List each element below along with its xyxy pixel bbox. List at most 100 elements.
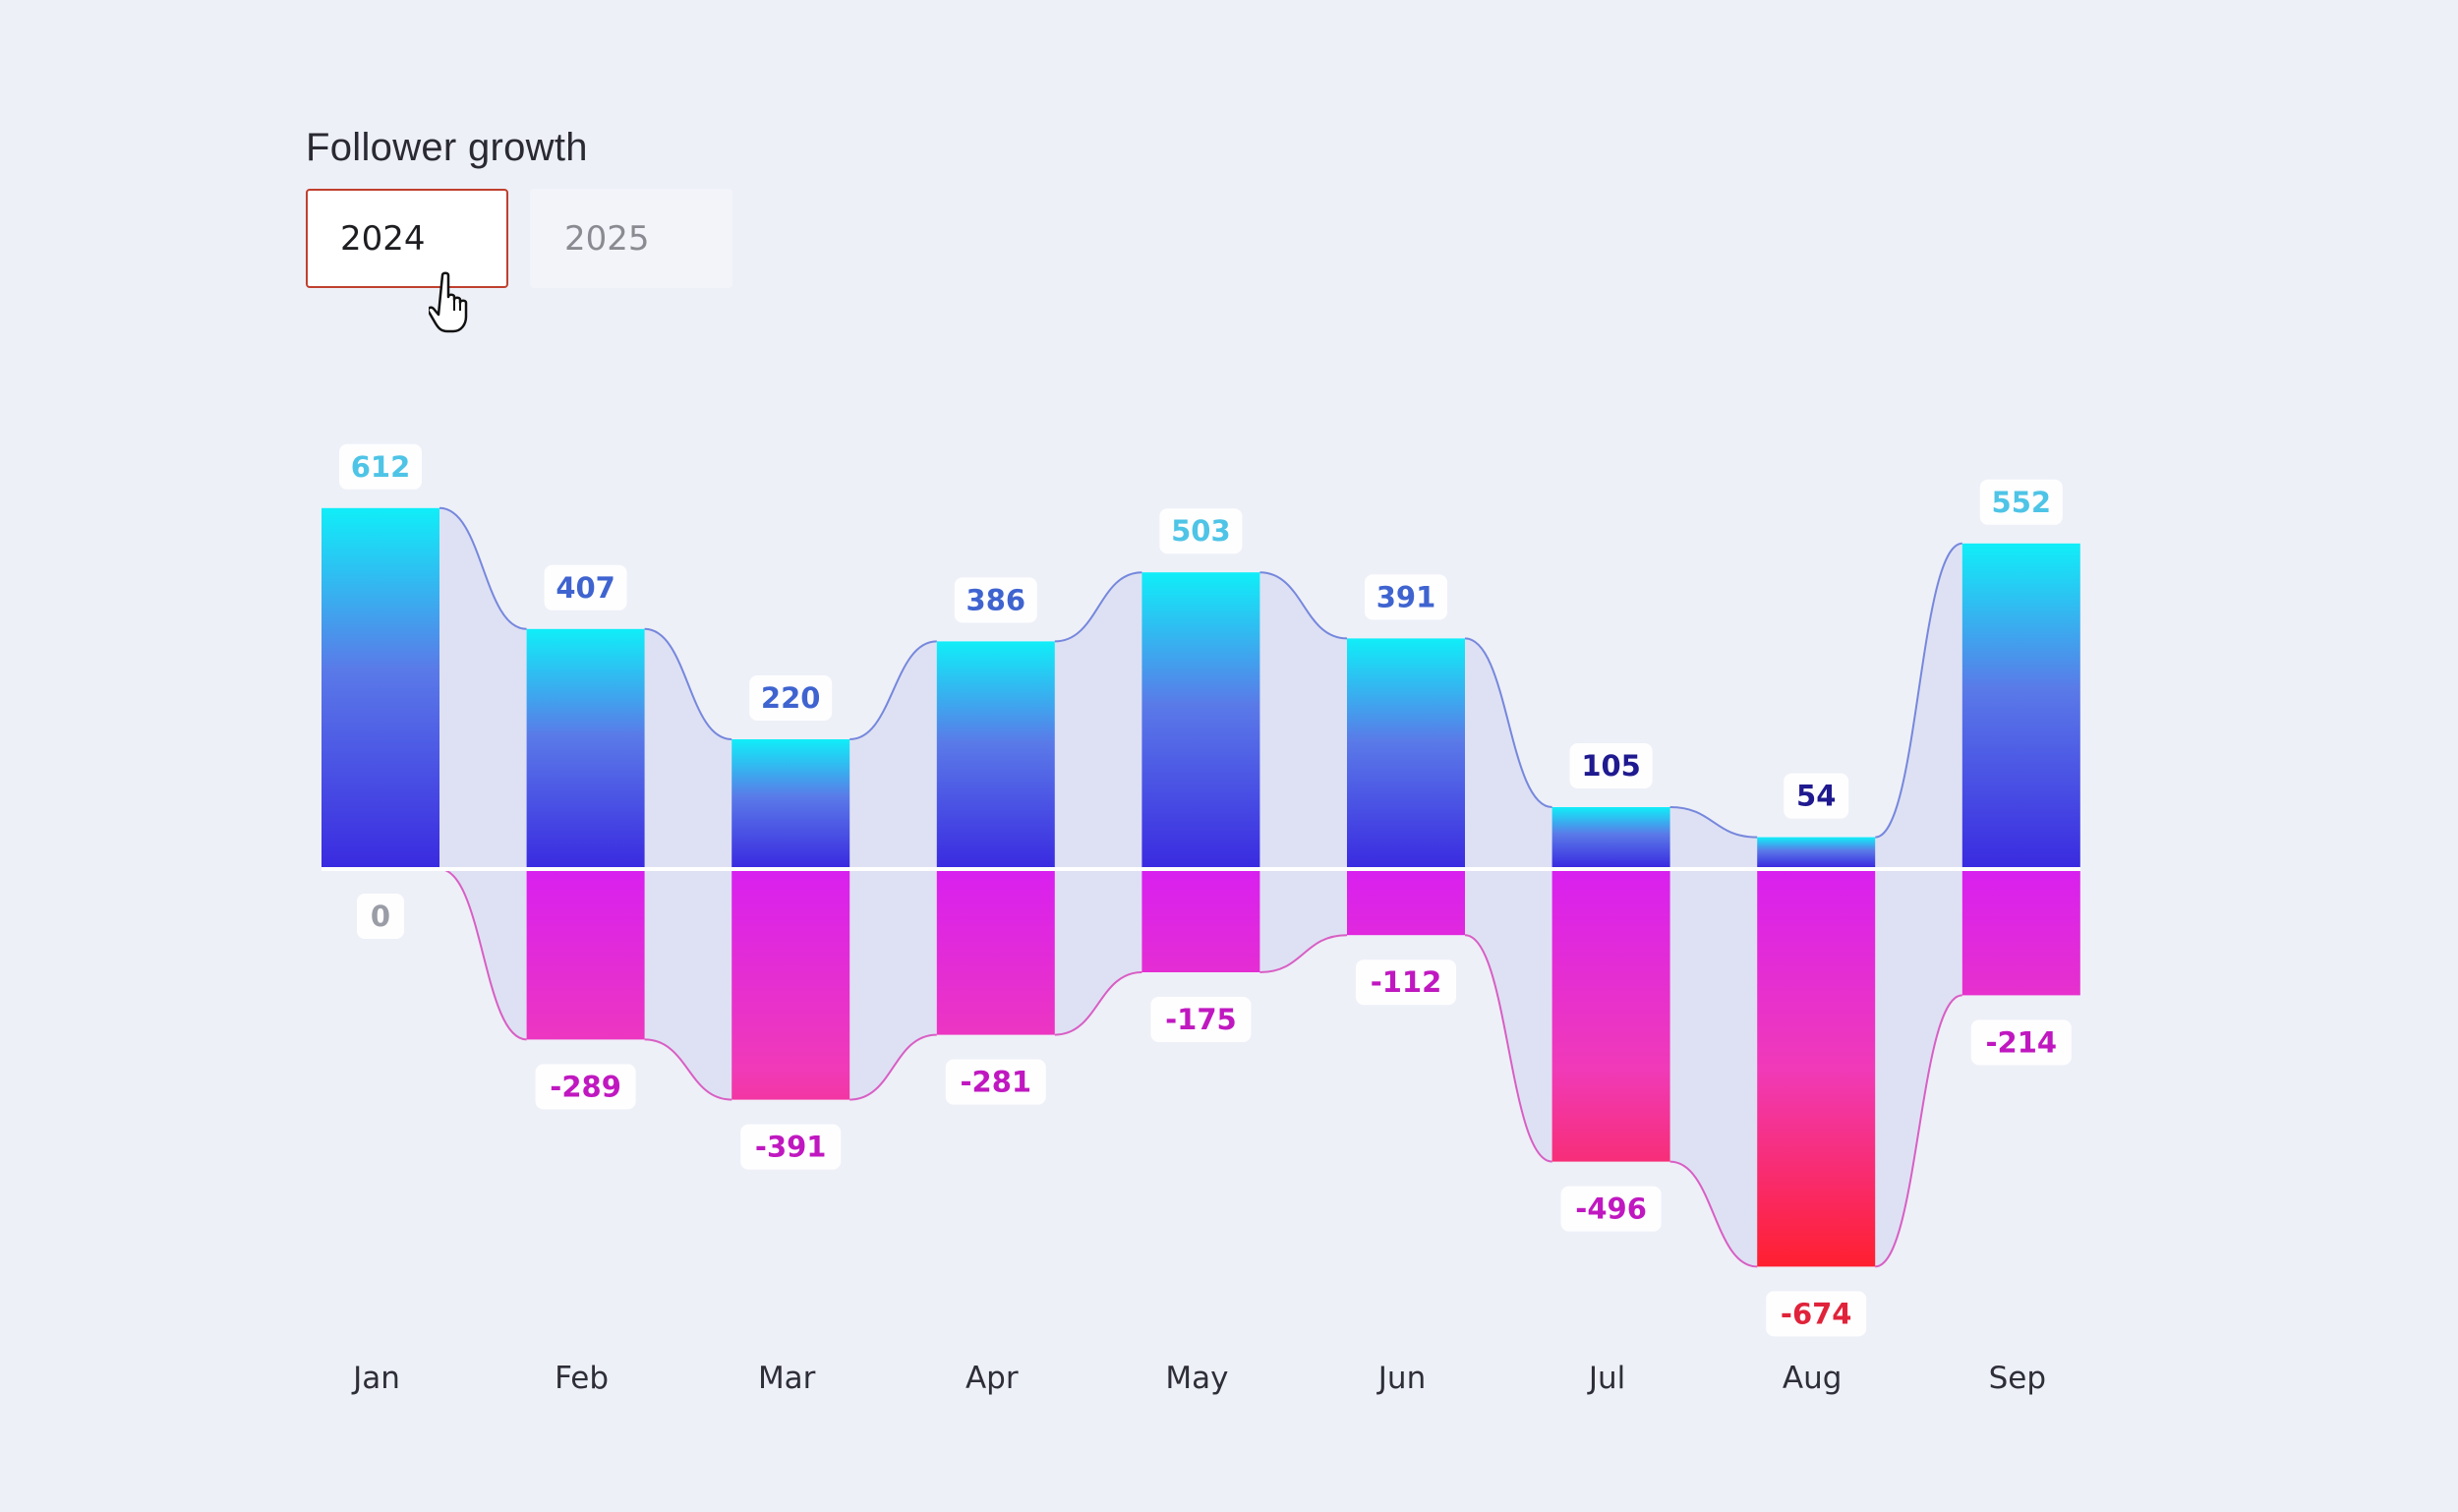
label-pill: [945, 1059, 1046, 1105]
label-pill: [1784, 773, 1849, 819]
value-text: -112: [1371, 965, 1442, 999]
value-text: -289: [550, 1070, 621, 1103]
label-gained-jul: 105: [1569, 743, 1653, 788]
bottom-curve: [644, 1038, 732, 1101]
flow-band: [1875, 543, 1962, 1267]
top-curve: [1464, 637, 1552, 808]
top-curve: [439, 506, 527, 630]
label-gained-aug: 54: [1784, 773, 1849, 819]
tab-2024[interactable]: 2024: [306, 189, 508, 288]
label-gained-feb: 407: [544, 564, 627, 611]
bottom-curve: [1669, 1160, 1758, 1268]
label-gained-sep: 552: [1979, 479, 2063, 525]
value-text: 54: [1796, 780, 1836, 813]
bar-gained-aug: [1757, 837, 1876, 867]
value-text: -175: [1165, 1003, 1237, 1036]
bottom-curve: [439, 868, 527, 1041]
bottom-curve: [1464, 934, 1552, 1163]
value-text: -281: [961, 1066, 1032, 1099]
label-lost-mar: -391: [740, 1124, 842, 1170]
value-text: 391: [1376, 580, 1436, 613]
label-gained-may: 503: [1159, 508, 1243, 554]
value-text: -214: [1986, 1025, 2058, 1059]
label-pill: [1766, 1291, 1867, 1337]
value-text: 105: [1581, 749, 1641, 783]
bar-gained-jan: [322, 507, 439, 867]
bar-lost-feb: [526, 871, 645, 1040]
label-pill: [954, 577, 1037, 623]
month-label-aug: Aug: [1783, 1361, 1843, 1396]
label-lost-jul: -496: [1560, 1186, 1662, 1232]
tab-2025[interactable]: 2025: [530, 189, 732, 288]
month-label-jul: Jul: [1587, 1361, 1625, 1396]
flow-band: [439, 507, 527, 1040]
label-lost-sep: -214: [1970, 1019, 2072, 1066]
bar-gained-mar: [732, 739, 850, 867]
bottom-curve: [1875, 994, 1962, 1268]
bar-lost-may: [1141, 871, 1260, 972]
label-pill: [1159, 508, 1243, 554]
bar-lost-apr: [936, 871, 1055, 1035]
bar-gained-may: [1141, 572, 1260, 867]
label-pill: [535, 1064, 636, 1110]
label-pill: [1150, 997, 1252, 1042]
label-pill: [749, 675, 833, 721]
hand-pointer-icon: [429, 271, 468, 333]
month-label-sep: Sep: [1989, 1361, 2046, 1396]
chart-title: Follower growth: [306, 126, 588, 169]
top-curve: [1669, 806, 1758, 839]
month-label-mar: Mar: [758, 1361, 816, 1396]
top-curve: [1875, 542, 1962, 839]
flow-band: [644, 628, 732, 1100]
bar-gained-jun: [1347, 638, 1465, 867]
year-tabs: 2024 2025: [306, 189, 732, 288]
value-text: 0: [371, 900, 390, 933]
bottom-curve: [849, 1033, 937, 1101]
value-labels: 612 0 407 -289 220 -391 386 -281 503 -175 391 -112 1…: [339, 443, 2072, 1337]
label-pill: [1365, 574, 1447, 620]
top-curve: [644, 627, 732, 740]
value-text: 552: [1992, 486, 2052, 519]
bar-group: [322, 507, 2080, 1267]
flow-bands: [439, 506, 1962, 1268]
top-curve: [849, 640, 937, 740]
flow-band: [1054, 572, 1142, 1035]
label-pill: [1560, 1186, 1662, 1232]
bar-lost-aug: [1757, 871, 1876, 1267]
label-gained-jun: 391: [1365, 574, 1447, 620]
label-pill: [740, 1124, 842, 1170]
month-label-jan: Jan: [351, 1361, 400, 1396]
value-text: -496: [1575, 1192, 1647, 1226]
bar-gained-feb: [526, 628, 645, 867]
flow-band: [1465, 638, 1552, 1162]
flow-band: [1259, 572, 1347, 972]
label-gained-jan: 612: [339, 443, 422, 490]
bottom-curve: [1259, 934, 1348, 973]
bar-lost-jun: [1347, 871, 1465, 936]
bar-lost-mar: [732, 871, 850, 1100]
label-pill: [1970, 1019, 2072, 1066]
value-text: 407: [556, 571, 615, 605]
label-pill: [544, 564, 627, 611]
bottom-curve: [1054, 971, 1142, 1036]
label-lost-apr: -281: [945, 1059, 1046, 1105]
bar-gained-jul: [1551, 807, 1670, 867]
label-gained-mar: 220: [749, 675, 833, 721]
value-text: 612: [351, 450, 411, 484]
top-curve: [1259, 571, 1348, 640]
label-pill: [1979, 479, 2063, 525]
label-pill: [1356, 960, 1456, 1006]
month-label-apr: Apr: [966, 1361, 1019, 1396]
flow-band: [1669, 807, 1758, 1267]
bar-gained-sep: [1961, 543, 2080, 867]
label-lost-feb: -289: [535, 1064, 636, 1110]
label-lost-may: -175: [1150, 997, 1252, 1042]
label-lost-jan: 0: [357, 894, 404, 939]
label-lost-aug: -674: [1766, 1291, 1867, 1337]
label-pill: [339, 443, 422, 490]
value-text: -391: [755, 1131, 827, 1164]
value-text: 386: [966, 583, 1026, 616]
value-text: 503: [1171, 514, 1231, 548]
month-label-feb: Feb: [555, 1361, 609, 1396]
